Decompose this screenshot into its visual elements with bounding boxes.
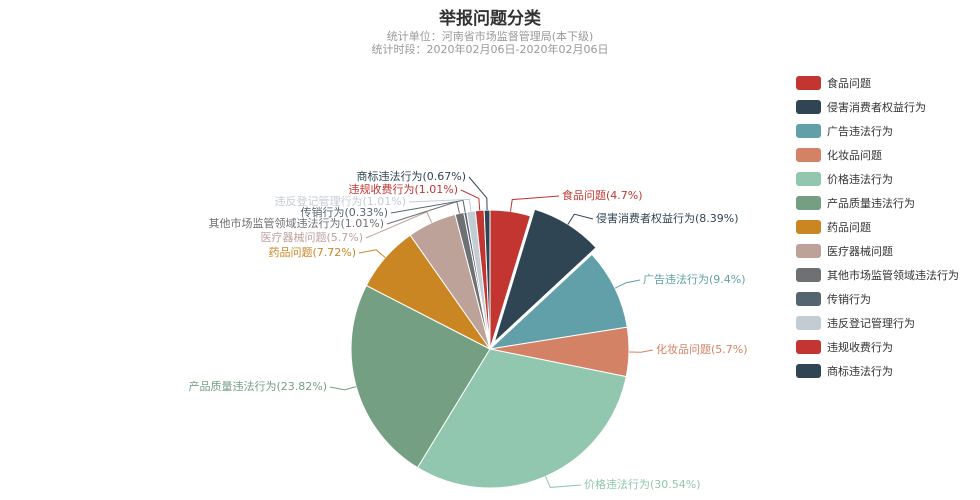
slice-leader-line xyxy=(509,195,560,212)
legend-swatch xyxy=(796,196,821,210)
legend-swatch xyxy=(796,292,821,306)
legend-swatch xyxy=(796,316,821,330)
slice-label: 其他市场监管领域违法行为(1.01%) xyxy=(208,216,384,230)
slice-leader-line xyxy=(567,213,594,225)
slice-label: 违规收费行为(1.01%) xyxy=(348,182,458,196)
legend-label: 价格违法行为 xyxy=(827,173,893,186)
legend-label: 产品质量违法行为 xyxy=(827,197,915,210)
legend-swatch xyxy=(796,124,821,138)
legend-swatch xyxy=(796,100,821,114)
legend-label: 医疗器械问题 xyxy=(827,245,893,258)
legend-swatch xyxy=(796,268,821,282)
legend-item[interactable]: 传销行为 xyxy=(796,287,959,311)
slice-leader-line xyxy=(468,176,488,211)
slice-leader-line xyxy=(329,386,357,391)
slice-leader-line xyxy=(628,349,654,353)
slice-label: 医疗器械问题(5.7%) xyxy=(260,230,363,244)
legend-label: 其他市场监管领域违法行为 xyxy=(827,269,959,282)
slice-label: 违反登记管理行为(1.01%) xyxy=(274,194,406,208)
slice-label: 广告违法行为(9.4%) xyxy=(643,272,746,286)
legend-item[interactable]: 广告违法行为 xyxy=(796,119,959,143)
legend-label: 违反登记管理行为 xyxy=(827,317,915,330)
legend-item[interactable]: 药品问题 xyxy=(796,215,959,239)
legend-item[interactable]: 其他市场监管领域违法行为 xyxy=(796,263,959,287)
legend-label: 药品问题 xyxy=(827,221,871,234)
chart-title: 举报问题分类 xyxy=(439,9,541,29)
legend-swatch xyxy=(796,244,821,258)
slice-leader-line xyxy=(545,476,582,488)
legend-swatch xyxy=(796,148,821,162)
slice-leader-line xyxy=(460,189,481,211)
legend-swatch xyxy=(796,172,821,186)
slice-label: 化妆品问题(5.7%) xyxy=(656,342,748,356)
legend-swatch xyxy=(796,76,821,90)
legend-item[interactable]: 化妆品问题 xyxy=(796,143,959,167)
slice-leader-line xyxy=(358,249,386,259)
slice-leader-line xyxy=(614,279,641,289)
legend-swatch xyxy=(796,220,821,234)
legend-item[interactable]: 侵害消费者权益行为 xyxy=(796,95,959,119)
slice-label: 传销行为(0.33%) xyxy=(300,205,388,219)
pie-slice[interactable] xyxy=(416,348,627,489)
chart-subtitle: 统计单位：河南省市场监督管理局(本下级) 统计时段：2020年02月06日-20… xyxy=(0,30,980,56)
slice-leader-line xyxy=(365,211,433,239)
chart-legend: 食品问题侵害消费者权益行为 广告违法行为 化妆品问题价格违法行为产品质量违法行为 药品… xyxy=(796,71,959,383)
legend-swatch xyxy=(796,340,821,354)
legend-item[interactable]: 产品质量违法行为 xyxy=(796,191,959,215)
slice-leader-line xyxy=(390,199,466,214)
legend-label: 食品问题 xyxy=(827,77,871,90)
subtitle-unit: 统计单位：河南省市场监督管理局(本下级) xyxy=(386,30,594,43)
legend-label: 化妆品问题 xyxy=(827,149,882,162)
legend-swatch xyxy=(796,364,821,378)
pie-slice[interactable] xyxy=(488,253,628,350)
legend-item[interactable]: 医疗器械问题 xyxy=(796,239,959,263)
pie-slice[interactable] xyxy=(350,284,491,469)
slice-leader-line xyxy=(408,198,472,212)
subtitle-period: 统计时段：2020年02月06日-2020年02月06日 xyxy=(371,43,609,56)
slice-label: 食品问题(4.7%) xyxy=(562,188,643,202)
legend-item[interactable]: 价格违法行为 xyxy=(796,167,959,191)
legend-item[interactable]: 违反登记管理行为 xyxy=(796,311,959,335)
legend-item[interactable]: 食品问题 xyxy=(796,71,959,95)
slice-label: 商标违法行为(0.67%) xyxy=(356,169,466,183)
legend-label: 侵害消费者权益行为 xyxy=(827,101,926,114)
legend-label: 违规收费行为 xyxy=(827,341,893,354)
legend-item[interactable]: 违规收费行为 xyxy=(796,335,959,359)
legend-label: 商标违法行为 xyxy=(827,365,893,378)
slice-label: 价格违法行为(30.54%) xyxy=(584,477,701,491)
slice-label: 侵害消费者权益行为(8.39%) xyxy=(596,211,739,225)
legend-label: 传销行为 xyxy=(827,293,871,306)
legend-label: 广告违法行为 xyxy=(827,125,893,138)
legend-item[interactable]: 商标违法行为 xyxy=(796,359,959,383)
slice-label: 产品质量违法行为(23.82%) xyxy=(188,379,327,393)
slice-label: 药品问题(7.72%) xyxy=(268,246,356,259)
